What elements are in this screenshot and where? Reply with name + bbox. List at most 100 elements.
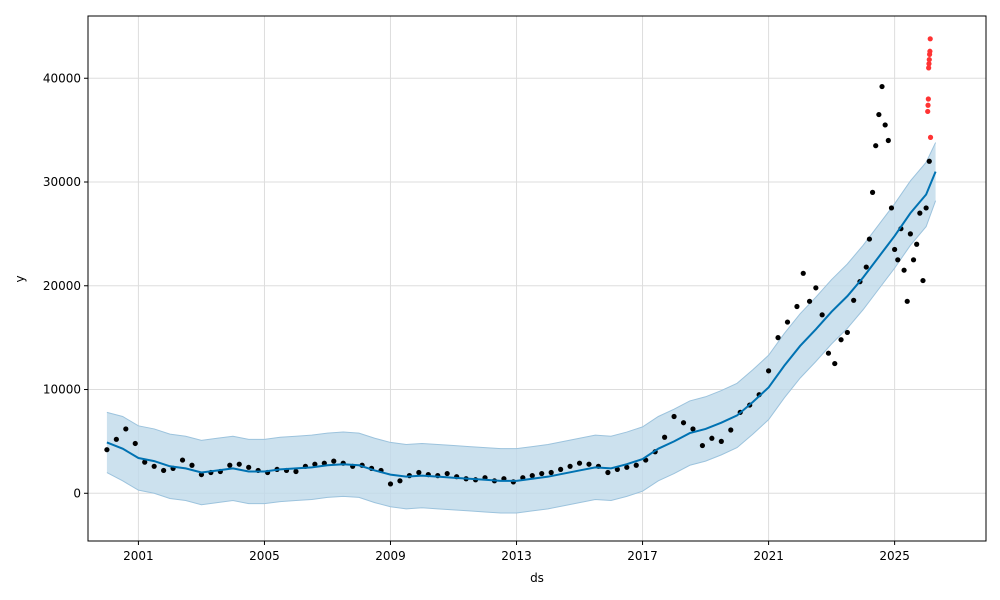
observed-point (321, 460, 327, 466)
x-tick-label: 2017 (627, 549, 658, 563)
observed-point (132, 440, 138, 447)
observed-point (876, 111, 882, 118)
observed-point (444, 470, 450, 477)
observed-point (614, 466, 620, 473)
observed-point (680, 420, 687, 426)
y-tick-label: 0 (73, 486, 81, 500)
observed-point (926, 158, 932, 164)
x-tick-label: 2025 (879, 549, 910, 563)
observed-point (819, 312, 825, 318)
outlier-point (927, 48, 933, 54)
uncertainty-upper-edge (106, 142, 937, 450)
observed-point (151, 463, 157, 469)
outlier-point (925, 108, 931, 115)
observed-point (904, 298, 910, 304)
x-tick-label: 2021 (753, 549, 784, 563)
observed-point (728, 427, 734, 433)
observed-point (236, 461, 242, 467)
plot-frame (87, 15, 987, 542)
observed-point (227, 462, 233, 468)
observed-point (529, 473, 535, 479)
observed-point (718, 438, 724, 444)
observed-point (832, 360, 838, 367)
observed-point (586, 461, 592, 467)
observed-point (895, 257, 901, 263)
observed-point (784, 319, 791, 325)
observed-point (765, 368, 772, 374)
observed-point (104, 447, 110, 453)
y-tick-label: 10000 (43, 383, 81, 397)
x-axis: 2001 2005 2009 2013 2017 2021 2025 (123, 541, 910, 563)
observed-point (690, 426, 696, 432)
observed-point (882, 122, 888, 128)
forecast-layer (106, 171, 937, 482)
observed-point (539, 470, 545, 477)
observed-point (825, 350, 832, 356)
x-axis-label: ds (530, 571, 544, 585)
observed-point (917, 210, 923, 216)
observed-point (914, 241, 920, 247)
observed-point (869, 189, 876, 195)
interval-layer (106, 142, 937, 514)
observed-point (879, 83, 885, 90)
observed-point (863, 264, 869, 270)
x-tick-label: 2005 (249, 549, 280, 563)
observed-point (873, 143, 879, 149)
observed-point (397, 478, 403, 484)
observed-point (806, 298, 813, 304)
observed-point (920, 277, 926, 284)
observed-point (387, 481, 394, 487)
observed-point (866, 236, 873, 242)
observed-point (142, 459, 148, 465)
observed-point (548, 469, 554, 476)
observed-layer (104, 83, 932, 487)
x-tick-label: 2001 (123, 549, 154, 563)
observed-point (709, 435, 715, 441)
x-tick-label: 2009 (375, 549, 406, 563)
y-tick-label: 40000 (43, 71, 81, 85)
observed-point (775, 335, 781, 341)
y-tick-label: 30000 (43, 175, 81, 189)
observed-point (844, 329, 850, 336)
observed-point (576, 460, 583, 466)
observed-point (624, 464, 630, 470)
observed-point (189, 462, 195, 468)
uncertainty-lower-edge (106, 200, 937, 514)
y-axis-label: y (13, 275, 27, 282)
outlier-layer (925, 36, 934, 140)
observed-point (605, 469, 611, 476)
observed-point (671, 413, 677, 420)
outlier-point (927, 36, 933, 42)
observed-point (907, 231, 913, 237)
uncertainty-band (106, 142, 936, 513)
observed-point (113, 436, 119, 442)
observed-point (662, 434, 668, 440)
observed-point (794, 303, 800, 310)
observed-point (923, 205, 929, 211)
outlier-point (927, 134, 934, 140)
observed-point (838, 337, 844, 343)
observed-point (910, 257, 917, 263)
observed-point (179, 457, 186, 463)
forecast-line (106, 171, 937, 482)
outlier-point (926, 65, 932, 71)
y-tick-label: 20000 (43, 279, 81, 293)
observed-point (416, 469, 422, 476)
observed-point (892, 246, 898, 253)
outlier-point (925, 102, 931, 108)
observed-point (558, 466, 564, 473)
observed-point (901, 267, 907, 273)
y-axis: 0 10000 20000 30000 40000 (43, 71, 88, 500)
outlier-point (926, 56, 932, 63)
observed-point (633, 462, 639, 468)
outlier-point (925, 96, 931, 102)
observed-point (885, 137, 891, 144)
outlier-point (926, 61, 932, 67)
observed-point (161, 467, 167, 474)
observed-point (567, 463, 573, 469)
observed-point (813, 285, 819, 291)
observed-point (246, 464, 252, 470)
observed-point (312, 461, 318, 467)
observed-point (293, 468, 299, 475)
